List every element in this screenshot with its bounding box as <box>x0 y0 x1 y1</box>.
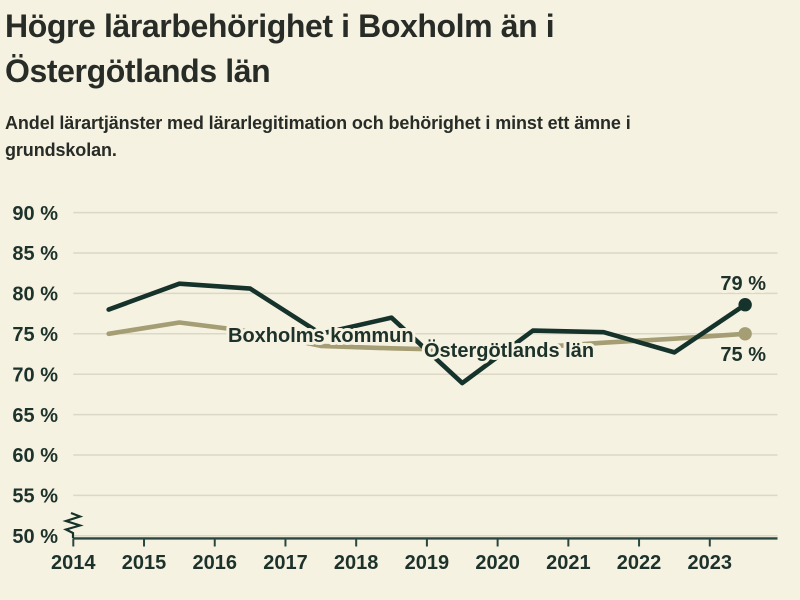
x-tick-label-2017: 2017 <box>263 552 308 574</box>
series-end-dot-boxholms-kommun <box>738 298 752 312</box>
y-tick-label-65: 65 % <box>12 405 58 427</box>
x-tick-label-2014: 2014 <box>51 552 96 574</box>
x-tick-label-2021: 2021 <box>546 552 591 574</box>
chart-subtitle-line-1: Andel lärartjänster med lärarlegitimatio… <box>5 113 631 133</box>
y-tick-label-85: 85 % <box>12 243 58 265</box>
y-tick-label-60: 60 % <box>12 445 58 467</box>
x-tick-label-2019: 2019 <box>405 552 450 574</box>
series-line-boxholms-kommun <box>106 281 748 386</box>
chart-subtitle-line-2: grundskolan. <box>5 140 117 160</box>
series-end-dot-ostergotlands-lan <box>738 327 752 341</box>
end-value-label-boxholms-kommun: 79 % <box>720 273 766 295</box>
x-tick-label-2023: 2023 <box>688 552 733 574</box>
page-title-line-1: Högre lärarbehörighet i Boxholm än i <box>5 8 555 44</box>
series-label-ostergotlands-lan: Östergötlands län <box>424 339 594 362</box>
y-tick-label-70: 70 % <box>12 364 58 386</box>
page-title-line-2: Östergötlands län <box>5 53 271 89</box>
page-title: Högre lärarbehörighet i Boxholm än i Öst… <box>5 4 785 94</box>
y-tick-label-55: 55 % <box>12 486 58 508</box>
x-tick-label-2018: 2018 <box>334 552 379 574</box>
y-tick-label-80: 80 % <box>12 284 58 306</box>
end-value-label-ostergotlands-lan: 75 % <box>720 344 766 366</box>
y-tick-label-50: 50 % <box>12 526 58 548</box>
series-label-boxholms-kommun: Boxholms kommun <box>228 325 414 347</box>
y-tick-label-75: 75 % <box>12 324 58 346</box>
axis-break-icon <box>62 511 84 538</box>
x-tick-label-2015: 2015 <box>122 552 167 574</box>
y-tick-label-90: 90 % <box>12 203 58 225</box>
x-tick-label-2022: 2022 <box>617 552 662 574</box>
x-tick-label-2016: 2016 <box>192 552 237 574</box>
chart-header: Högre lärarbehörighet i Boxholm än i Öst… <box>5 4 785 160</box>
x-tick-label-2020: 2020 <box>475 552 520 574</box>
chart-subtitle: Andel lärartjänster med lärarlegitimatio… <box>5 110 775 164</box>
